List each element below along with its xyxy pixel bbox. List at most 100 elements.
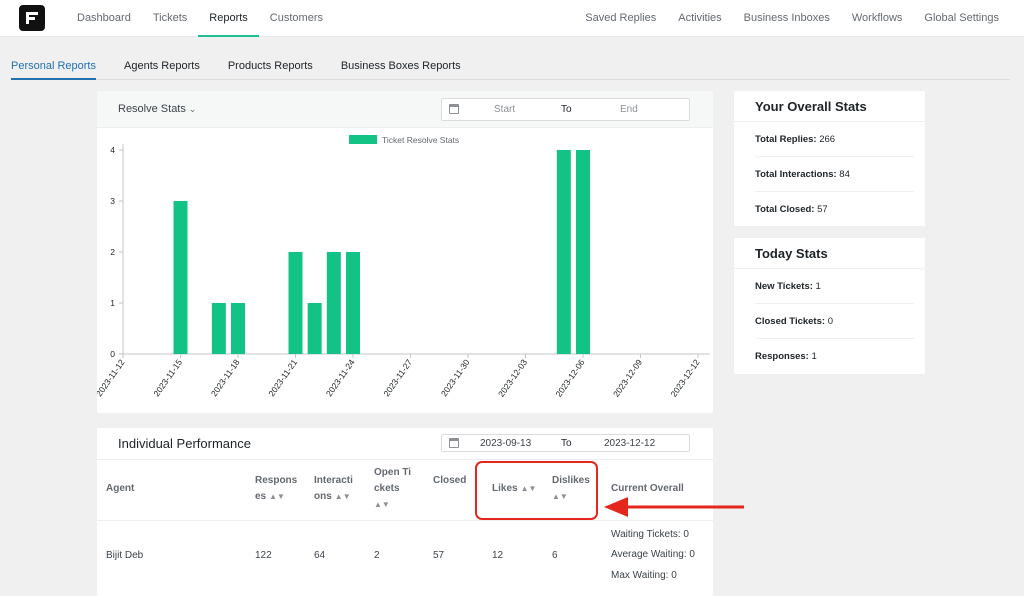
y-tick-label: 3 xyxy=(110,196,115,206)
x-tick-label: 2023-11-24 xyxy=(324,357,357,398)
today-stats-title: Today Stats xyxy=(734,238,925,269)
sort-icon[interactable]: ▲▼ xyxy=(374,500,390,509)
table-divider xyxy=(97,520,713,521)
sort-icon[interactable]: ▲▼ xyxy=(520,484,537,493)
col-open-tickets[interactable]: Open Ti ckets ▲▼ xyxy=(374,465,411,513)
stat-total-interactions: Total Interactions: 84 xyxy=(755,157,914,192)
nav-workflows[interactable]: Workflows xyxy=(851,12,903,24)
chart-bar xyxy=(288,252,303,354)
x-tick-label: 2023-11-12 xyxy=(97,357,127,398)
chart-bar xyxy=(346,252,360,354)
table-divider xyxy=(97,459,713,460)
tab-personal-reports[interactable]: Personal Reports xyxy=(11,54,96,80)
sort-icon[interactable]: ▲▼ xyxy=(552,492,568,501)
cell-interactions: 64 xyxy=(314,550,326,561)
calendar-icon xyxy=(449,438,459,448)
likes-dislikes-highlight-box xyxy=(475,461,598,520)
stat-label: Responses: xyxy=(755,351,809,362)
performance-end-date[interactable]: 2023-12-12 xyxy=(604,438,656,449)
x-tick-label: 2023-12-06 xyxy=(554,357,587,399)
stat-responses: Responses: 1 xyxy=(755,339,914,374)
col-open-label-2: ckets xyxy=(374,483,400,494)
primary-nav: Dashboard Tickets Reports Customers xyxy=(66,0,334,37)
x-tick-label: 2023-12-03 xyxy=(496,357,529,399)
stat-value: 0 xyxy=(827,316,833,327)
performance-start-date[interactable]: 2023-09-13 xyxy=(480,438,532,449)
nav-saved-replies[interactable]: Saved Replies xyxy=(585,12,657,24)
top-navbar: Dashboard Tickets Reports Customers Save… xyxy=(0,0,1024,37)
report-tabs: Personal Reports Agents Reports Products… xyxy=(11,54,1010,80)
cell-dislikes: 6 xyxy=(552,550,558,561)
cell-agent: Bijit Deb xyxy=(106,550,144,561)
col-open-label-1: Open Ti xyxy=(374,467,412,478)
nav-business-inboxes[interactable]: Business Inboxes xyxy=(743,12,830,24)
calendar-icon xyxy=(449,104,459,114)
cell-responses: 122 xyxy=(255,550,272,561)
cell-open-tickets: 2 xyxy=(374,550,380,561)
x-tick-label: 2023-11-27 xyxy=(381,357,414,398)
stat-new-tickets: New Tickets: 1 xyxy=(755,269,914,304)
stat-label: New Tickets: xyxy=(755,281,813,292)
resolve-stats-dropdown[interactable]: Resolve Stats ⌄ xyxy=(118,103,196,115)
col-agent: Agent xyxy=(106,483,135,494)
col-responses[interactable]: Respons es ▲▼ xyxy=(255,473,297,505)
stat-value: 84 xyxy=(839,169,850,180)
stat-value: 1 xyxy=(811,351,817,362)
nav-reports[interactable]: Reports xyxy=(198,0,259,37)
chart-bar xyxy=(576,150,590,354)
cell-average-waiting: Average Waiting: 0 xyxy=(611,549,695,560)
y-tick-label: 1 xyxy=(110,298,115,308)
y-tick-label: 0 xyxy=(110,349,115,359)
annotation-arrow-icon xyxy=(604,497,744,517)
x-tick-label: 2023-12-12 xyxy=(669,357,702,399)
overall-stats-title: Your Overall Stats xyxy=(734,91,925,122)
stat-closed-tickets: Closed Tickets: 0 xyxy=(755,304,914,339)
cell-max-waiting: Max Waiting: 0 xyxy=(611,570,677,581)
x-tick-label: 2023-11-18 xyxy=(209,357,242,398)
nav-dashboard[interactable]: Dashboard xyxy=(77,12,131,24)
date-range-separator: To xyxy=(561,438,572,449)
stat-label: Total Interactions: xyxy=(755,169,837,180)
resolve-stats-header: Resolve Stats ⌄ Start To End xyxy=(97,91,713,128)
app-logo-icon[interactable] xyxy=(19,5,45,31)
stat-label: Total Replies: xyxy=(755,134,817,145)
performance-date-range[interactable]: 2023-09-13 To 2023-12-12 xyxy=(441,434,690,452)
col-interactions-label-2: ons xyxy=(314,491,332,502)
chart-bar xyxy=(211,303,226,354)
cell-likes: 12 xyxy=(492,550,504,561)
sort-icon[interactable]: ▲▼ xyxy=(269,492,285,501)
col-interactions-label-1: Interacti xyxy=(314,475,353,486)
chevron-down-icon: ⌄ xyxy=(188,104,197,114)
resolve-stats-panel: Resolve Stats ⌄ Start To End Ticket Resol… xyxy=(97,91,713,413)
col-closed[interactable]: Closed xyxy=(433,475,467,486)
stat-label: Closed Tickets: xyxy=(755,316,826,327)
x-tick-label: 2023-12-09 xyxy=(611,357,644,399)
nav-global-settings[interactable]: Global Settings xyxy=(924,12,999,24)
resolve-date-range[interactable]: Start To End xyxy=(441,98,690,121)
legend-swatch xyxy=(349,135,377,144)
nav-activities[interactable]: Activities xyxy=(678,12,722,24)
secondary-nav: Saved Replies Activities Business Inboxe… xyxy=(574,0,1010,37)
col-likes[interactable]: Likes ▲▼ xyxy=(492,481,536,497)
start-date-input[interactable]: Start xyxy=(494,104,516,115)
col-dislikes[interactable]: Dislikes ▲▼ xyxy=(552,473,590,505)
col-likes-label: Likes xyxy=(492,483,518,494)
resolve-stats-title: Resolve Stats xyxy=(118,103,186,115)
sort-icon[interactable]: ▲▼ xyxy=(334,492,351,501)
col-interactions[interactable]: Interacti ons ▲▼ xyxy=(314,473,353,505)
tab-agents-reports[interactable]: Agents Reports xyxy=(124,60,200,72)
individual-performance-title: Individual Performance xyxy=(118,436,251,451)
nav-customers[interactable]: Customers xyxy=(269,12,323,24)
col-responses-label-2: es xyxy=(255,491,267,502)
col-current-overall: Current Overall xyxy=(611,483,684,494)
col-responses-label-1: Respons xyxy=(255,475,298,486)
nav-tickets[interactable]: Tickets xyxy=(152,12,188,24)
end-date-input[interactable]: End xyxy=(620,104,638,115)
chart-bar xyxy=(307,303,322,354)
chart-bar xyxy=(556,150,571,354)
tab-business-boxes-reports[interactable]: Business Boxes Reports xyxy=(340,60,461,72)
x-tick-label: 2023-11-30 xyxy=(439,357,472,398)
x-tick-label: 2023-11-21 xyxy=(266,357,299,398)
chart-bar xyxy=(326,252,341,354)
tab-products-reports[interactable]: Products Reports xyxy=(227,60,313,72)
